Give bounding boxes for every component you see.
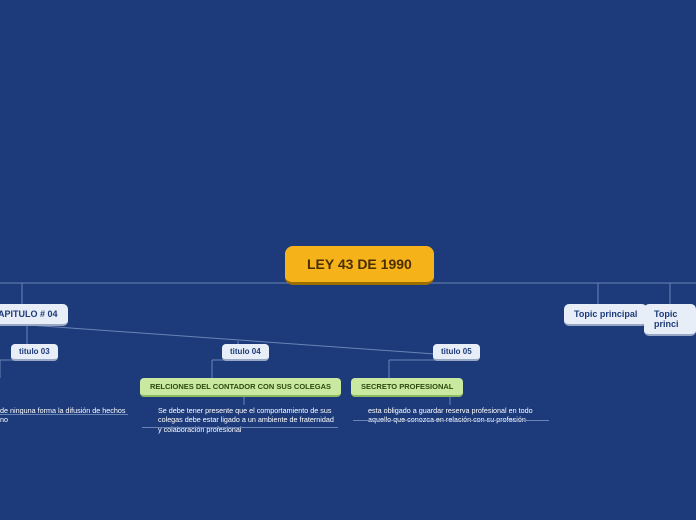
text-underline <box>353 420 549 421</box>
main-title-node[interactable]: LEY 43 DE 1990 <box>285 246 434 285</box>
topic-principal-1-label: Topic principal <box>574 309 637 319</box>
topic-principal-2-label: Topic princi <box>654 309 679 329</box>
titulo-05-label: titulo 05 <box>441 347 472 356</box>
titulo-03-label: titulo 03 <box>19 347 50 356</box>
main-title-text: LEY 43 DE 1990 <box>307 256 412 272</box>
titulo-05-node[interactable]: titulo 05 <box>433 344 480 361</box>
green-label-relaciones: RELCIONES DEL CONTADOR CON SUS COLEGAS <box>150 382 331 391</box>
topic-principal-1[interactable]: Topic principal <box>564 304 647 326</box>
text-underline <box>0 414 128 415</box>
desc-04-text: Se debe tener presente que el comportami… <box>158 406 334 434</box>
titulo-04-label: titulo 04 <box>230 347 261 356</box>
text-underline <box>142 427 338 428</box>
topic-principal-2[interactable]: Topic princi <box>644 304 696 336</box>
green-node-relaciones[interactable]: RELCIONES DEL CONTADOR CON SUS COLEGAS <box>140 378 341 397</box>
desc-04: Se debe tener presente que el comportami… <box>158 406 338 434</box>
green-node-secreto[interactable]: SECRETO PROFESIONAL <box>351 378 463 397</box>
desc-03: de ninguna forma la difusión de hechos n… <box>0 406 128 425</box>
desc-03-text: de ninguna forma la difusión de hechos n… <box>0 406 125 424</box>
green-label-secreto: SECRETO PROFESIONAL <box>361 382 453 391</box>
chapter-label: APITULO # 04 <box>0 309 58 319</box>
titulo-03-node[interactable]: titulo 03 <box>11 344 58 361</box>
titulo-04-node[interactable]: titulo 04 <box>222 344 269 361</box>
desc-05-text: esta obligado a guardar reserva profesio… <box>368 406 533 424</box>
chapter-node[interactable]: APITULO # 04 <box>0 304 68 326</box>
desc-05: esta obligado a guardar reserva profesio… <box>368 406 548 425</box>
